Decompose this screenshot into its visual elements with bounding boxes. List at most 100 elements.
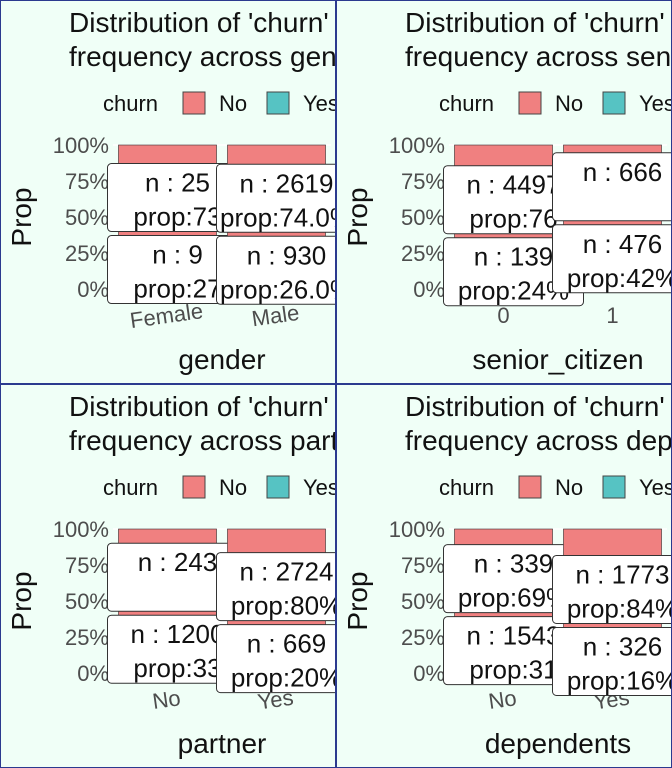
legend: churn No Yes <box>439 91 672 116</box>
count-label-yes: n : 326 <box>583 631 663 661</box>
count-label-no: n : 666 <box>583 157 663 187</box>
count-label-no: n : 2619 <box>240 168 334 198</box>
count-label-no: n : 25 <box>145 168 210 198</box>
chart-title-line: Distribution of 'churn' <box>405 391 665 422</box>
label-box-yes <box>552 224 671 294</box>
y-tick-label: 100% <box>389 133 445 158</box>
legend-label: No <box>219 475 247 500</box>
panel-dependents: Distribution of 'churn' frequency across … <box>336 384 672 768</box>
legend-label: Yes <box>639 91 672 116</box>
y-tick-label: 25% <box>65 241 109 266</box>
chart-title-line: Distribution of 'churn' <box>69 391 329 422</box>
count-label-yes: n : 930 <box>247 240 327 270</box>
legend-title: churn <box>103 91 158 116</box>
label-box-yes <box>216 624 335 694</box>
legend-swatch-yes <box>602 91 626 115</box>
label-box-no <box>216 163 335 233</box>
x-tick-label: 1 <box>606 303 618 328</box>
x-tick-label: 0 <box>497 303 509 328</box>
chart-title-line: Distribution of 'churn' <box>405 7 665 38</box>
x-axis-title: gender <box>178 344 265 375</box>
legend-swatch-yes <box>266 91 290 115</box>
y-tick-label: 0% <box>77 277 109 302</box>
y-tick-label: 0% <box>77 661 109 686</box>
legend-swatch-no <box>518 475 542 499</box>
x-axis-title: senior_citizen <box>472 344 643 375</box>
label-box-no <box>216 552 335 622</box>
y-tick-label: 100% <box>53 133 109 158</box>
y-tick-label: 25% <box>401 241 445 266</box>
legend-swatch-yes <box>602 475 626 499</box>
count-label-yes: n : 9 <box>152 240 203 270</box>
legend: churn No Yes <box>439 475 672 500</box>
x-tick-label: No <box>487 685 518 714</box>
legend-label: No <box>555 475 583 500</box>
prop-label-no: prop:84% <box>567 593 672 623</box>
prop-label-no: prop:74.0% <box>220 202 336 232</box>
legend-title: churn <box>103 475 158 500</box>
count-label-no: n : 1773 <box>576 559 670 589</box>
legend: churn No Yes <box>103 475 335 500</box>
prop-label-yes: prop:20% <box>231 663 336 693</box>
count-label-no: n : 339 <box>474 549 554 579</box>
chart-title-line: frequency across partner <box>69 425 336 456</box>
legend-title: churn <box>439 475 494 500</box>
legend-swatch-yes <box>266 475 290 499</box>
y-tick-label: 75% <box>65 169 109 194</box>
chart-svg: Distribution of 'churn'frequency across … <box>342 7 672 375</box>
y-tick-label: 25% <box>65 625 109 650</box>
y-tick-label: 50% <box>401 205 445 230</box>
panel-gender: Distribution of 'churn' frequency across … <box>0 0 336 384</box>
y-tick-label: 0% <box>413 277 445 302</box>
chart-title-line: frequency across gender <box>69 41 336 72</box>
label-box-no <box>552 554 671 624</box>
prop-label-no: prop:76 <box>469 204 557 234</box>
y-tick-label: 50% <box>401 589 445 614</box>
prop-label-yes: prop:31 <box>469 655 557 685</box>
count-label-no: n : 4497 <box>467 170 561 200</box>
prop-label-yes: prop:42% <box>567 263 672 293</box>
count-label-yes: n : 1543 <box>467 621 561 651</box>
chart-svg: Distribution of 'churn'frequency across … <box>342 391 672 759</box>
prop-label-yes: prop:16% <box>567 665 672 695</box>
chart-title-line: Distribution of 'churn' <box>69 7 329 38</box>
x-axis-title: dependents <box>485 728 631 759</box>
prop-label-no: prop:80% <box>231 591 336 621</box>
y-tick-label: 75% <box>401 553 445 578</box>
legend-label: Yes <box>639 475 672 500</box>
count-label-yes: n : 669 <box>247 629 327 659</box>
count-label-no: n : 2724 <box>240 557 334 587</box>
legend-title: churn <box>439 91 494 116</box>
legend-swatch-no <box>182 475 206 499</box>
y-axis-title: Prop <box>6 187 37 246</box>
y-tick-label: 50% <box>65 205 109 230</box>
prop-label-no: prop:73 <box>133 202 221 232</box>
prop-label-yes: prop:26.0% <box>220 274 336 304</box>
y-tick-label: 0% <box>413 661 445 686</box>
label-box-no <box>552 152 671 222</box>
chart-svg: Distribution of 'churn'frequency across … <box>6 391 336 759</box>
panel-senior-citizen: Distribution of 'churn' frequency across … <box>336 0 672 384</box>
legend-label: Yes <box>303 91 336 116</box>
y-tick-label: 75% <box>65 553 109 578</box>
count-label-no: n : 243 <box>138 547 218 577</box>
legend-label: No <box>555 91 583 116</box>
prop-label-yes: prop:27 <box>133 274 221 304</box>
y-axis-title: Prop <box>342 187 373 246</box>
count-label-yes: n : 476 <box>583 229 663 259</box>
x-tick-label: No <box>151 685 182 714</box>
legend-swatch-no <box>182 91 206 115</box>
panel-partner: Distribution of 'churn' frequency across … <box>0 384 336 768</box>
count-label-yes: n : 1200 <box>131 619 225 649</box>
count-label-yes: n : 139 <box>474 242 554 272</box>
legend-swatch-no <box>518 91 542 115</box>
x-axis-title: partner <box>178 728 267 759</box>
legend: churn No Yes <box>103 91 336 116</box>
y-tick-label: 100% <box>389 517 445 542</box>
y-axis-title: Prop <box>6 571 37 630</box>
prop-label-yes: prop:24% <box>458 276 569 306</box>
y-tick-label: 75% <box>401 169 445 194</box>
chart-svg: Distribution of 'churn'frequency across … <box>6 7 336 375</box>
prop-label-no: prop:69% <box>458 583 569 613</box>
